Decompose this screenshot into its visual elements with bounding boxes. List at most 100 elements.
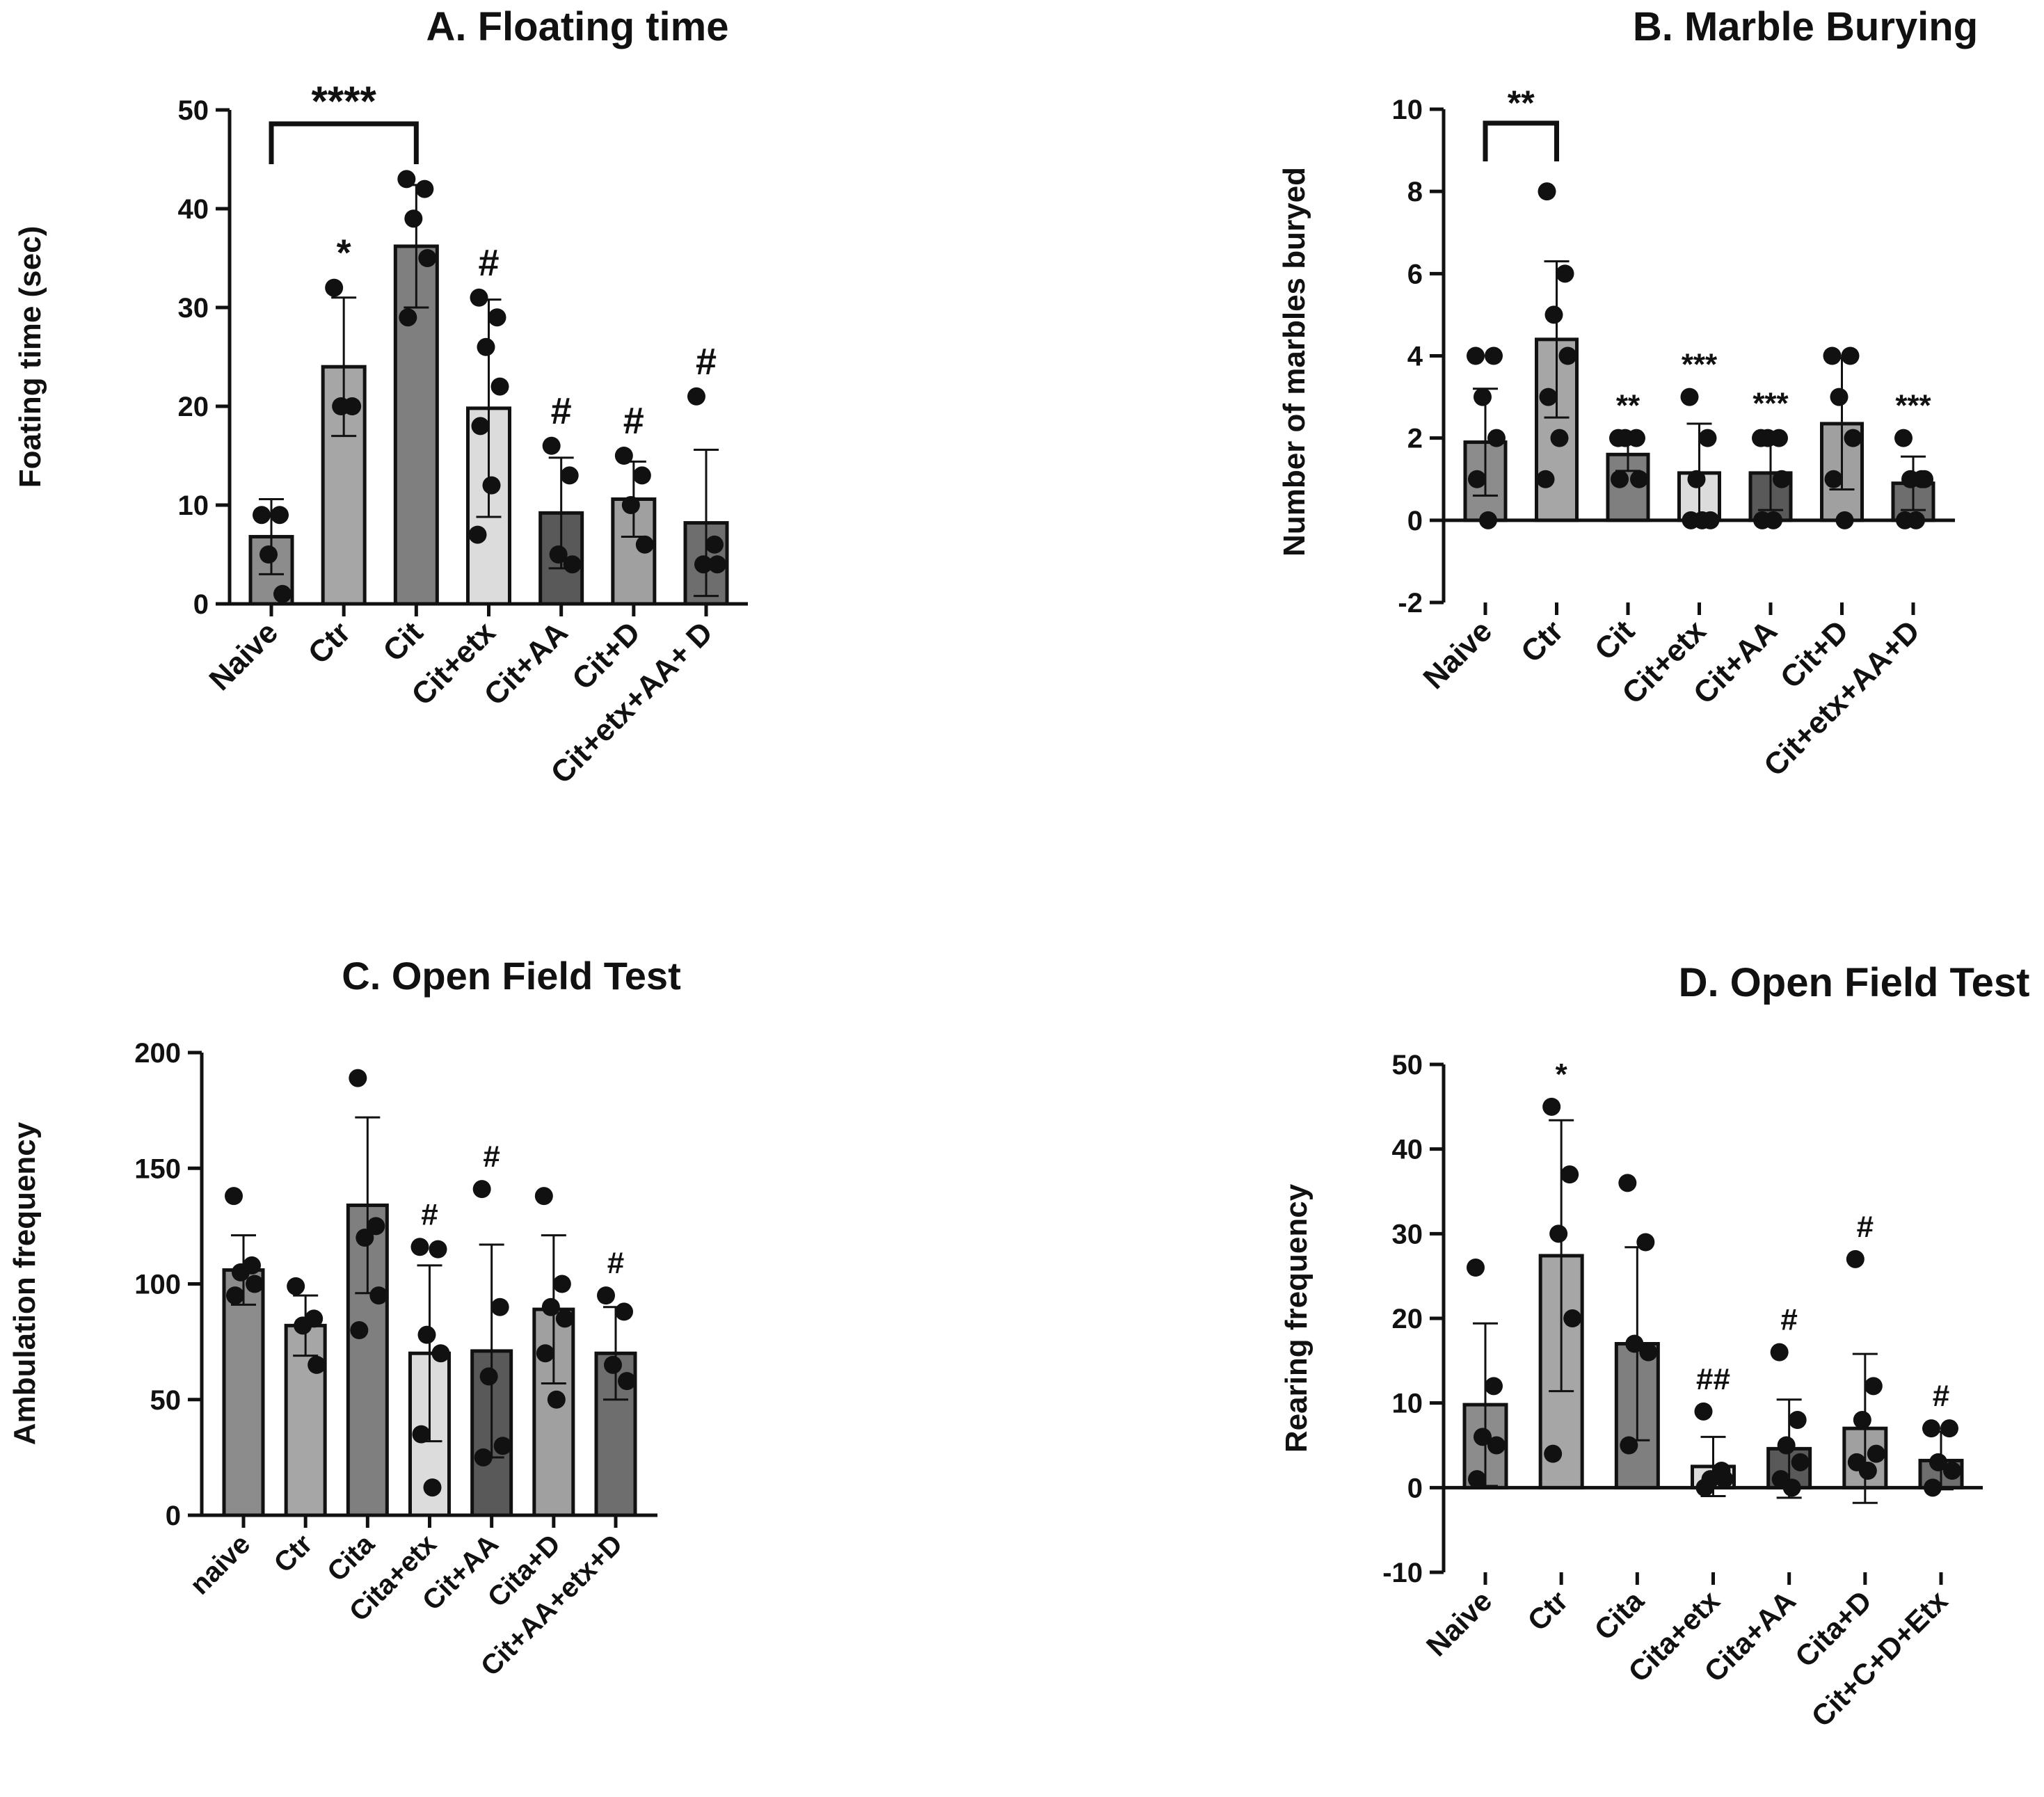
data-point (1770, 1343, 1789, 1361)
data-point (418, 249, 437, 267)
data-point (1549, 1224, 1568, 1243)
y-tick-label: 2 (1407, 424, 1423, 454)
data-point (1479, 511, 1497, 529)
significance-marker: * (337, 232, 351, 274)
y-tick-label: 100 (134, 1270, 181, 1300)
x-category-label: Ctr (1521, 1584, 1574, 1637)
data-point (246, 1275, 264, 1293)
y-tick-label: 20 (178, 392, 209, 422)
significance-marker: ## (1696, 1362, 1730, 1396)
data-point (597, 1286, 615, 1305)
x-category-label: Cit+C+D+Etx (1805, 1584, 1954, 1733)
data-point (1639, 1343, 1658, 1361)
y-tick-label: 10 (1392, 1389, 1423, 1419)
data-point (1544, 1444, 1563, 1463)
y-tick-label: 150 (134, 1153, 181, 1184)
data-point (490, 377, 509, 396)
data-point (1542, 1097, 1561, 1116)
data-point (1563, 1309, 1582, 1327)
data-point (410, 1238, 429, 1256)
data-point (1791, 1453, 1810, 1471)
x-category-label: Ctr (1515, 614, 1570, 669)
data-point (1940, 1419, 1958, 1438)
x-category-label: Ctr (302, 615, 358, 671)
data-point (493, 1437, 512, 1455)
data-point (1782, 1478, 1801, 1497)
data-point (479, 1367, 498, 1386)
significance-marker: # (1857, 1210, 1874, 1244)
data-point (1858, 1462, 1877, 1480)
significance-marker: # (551, 390, 572, 432)
data-point (1694, 1402, 1713, 1421)
data-point (488, 308, 506, 327)
x-category-label: Cit (376, 615, 429, 668)
data-point (1487, 1436, 1506, 1455)
y-axis-label: Rearing frequency (1279, 1183, 1314, 1453)
y-tick-label: 20 (1392, 1304, 1423, 1334)
data-point (618, 1372, 636, 1391)
chart-title: B. Marble Burying (1633, 4, 1978, 49)
data-point (1539, 388, 1558, 406)
data-point (1687, 470, 1706, 488)
data-point (1894, 429, 1913, 447)
data-point (1824, 470, 1843, 488)
data-point (541, 1297, 560, 1316)
data-point (542, 436, 561, 455)
data-point (1485, 1377, 1503, 1396)
data-point (687, 387, 705, 406)
significance-marker: *** (1895, 389, 1931, 423)
bracket-label: **** (311, 78, 376, 125)
y-tick-label: 30 (1392, 1219, 1423, 1249)
data-point (1853, 1411, 1871, 1429)
x-category-label: Ctr (269, 1528, 319, 1579)
data-point (477, 337, 495, 356)
data-point (470, 288, 488, 307)
data-point (1485, 346, 1503, 365)
data-point (369, 1286, 388, 1305)
data-point (482, 476, 501, 495)
x-category-label: Naive (1416, 614, 1499, 696)
data-point (635, 535, 654, 554)
data-point (260, 545, 278, 564)
y-tick-label: 40 (1392, 1135, 1423, 1165)
data-point (1680, 388, 1699, 406)
data-point (404, 209, 423, 228)
data-point (287, 1277, 305, 1295)
data-point (429, 1240, 447, 1259)
data-point (1620, 1436, 1638, 1455)
data-point (1901, 470, 1919, 488)
data-point (1924, 1478, 1942, 1497)
data-point (1550, 429, 1569, 447)
data-point (1915, 470, 1933, 488)
significance-marker: # (483, 1140, 500, 1174)
y-tick-label: 10 (1392, 95, 1423, 125)
panel-d-rearing: D. Open Field Test Rearing frequency -10 0 1… (1279, 960, 2029, 1733)
significance-marker: # (696, 341, 717, 383)
data-point (468, 525, 487, 544)
significance-marker: *** (1752, 387, 1789, 421)
data-point (490, 1297, 509, 1316)
panel-a-floating-time: A. Floating time Foating time (sec) 0 10 20 3… (13, 4, 748, 790)
x-category-label: Naive (202, 615, 285, 697)
y-tick-label: 50 (178, 95, 209, 126)
x-category-label: naive (184, 1528, 256, 1600)
data-point (1618, 1174, 1637, 1192)
data-point (417, 1325, 436, 1344)
data-point (1536, 470, 1555, 488)
chart-title: D. Open Field Test (1679, 960, 2030, 1005)
data-point (1867, 1444, 1885, 1463)
data-point (705, 535, 724, 554)
data-point (632, 466, 651, 485)
y-axis-label: Foating time (sec) (13, 226, 47, 488)
data-point (367, 1217, 385, 1236)
data-point (415, 179, 434, 198)
data-point (534, 1187, 553, 1206)
data-point (472, 1180, 491, 1199)
data-point (332, 397, 351, 415)
data-point (1625, 1334, 1644, 1353)
y-tick-label: -10 (1382, 1558, 1423, 1588)
data-point (621, 496, 640, 514)
data-point (1693, 511, 1711, 529)
data-point (1698, 429, 1717, 447)
data-point (412, 1425, 431, 1444)
